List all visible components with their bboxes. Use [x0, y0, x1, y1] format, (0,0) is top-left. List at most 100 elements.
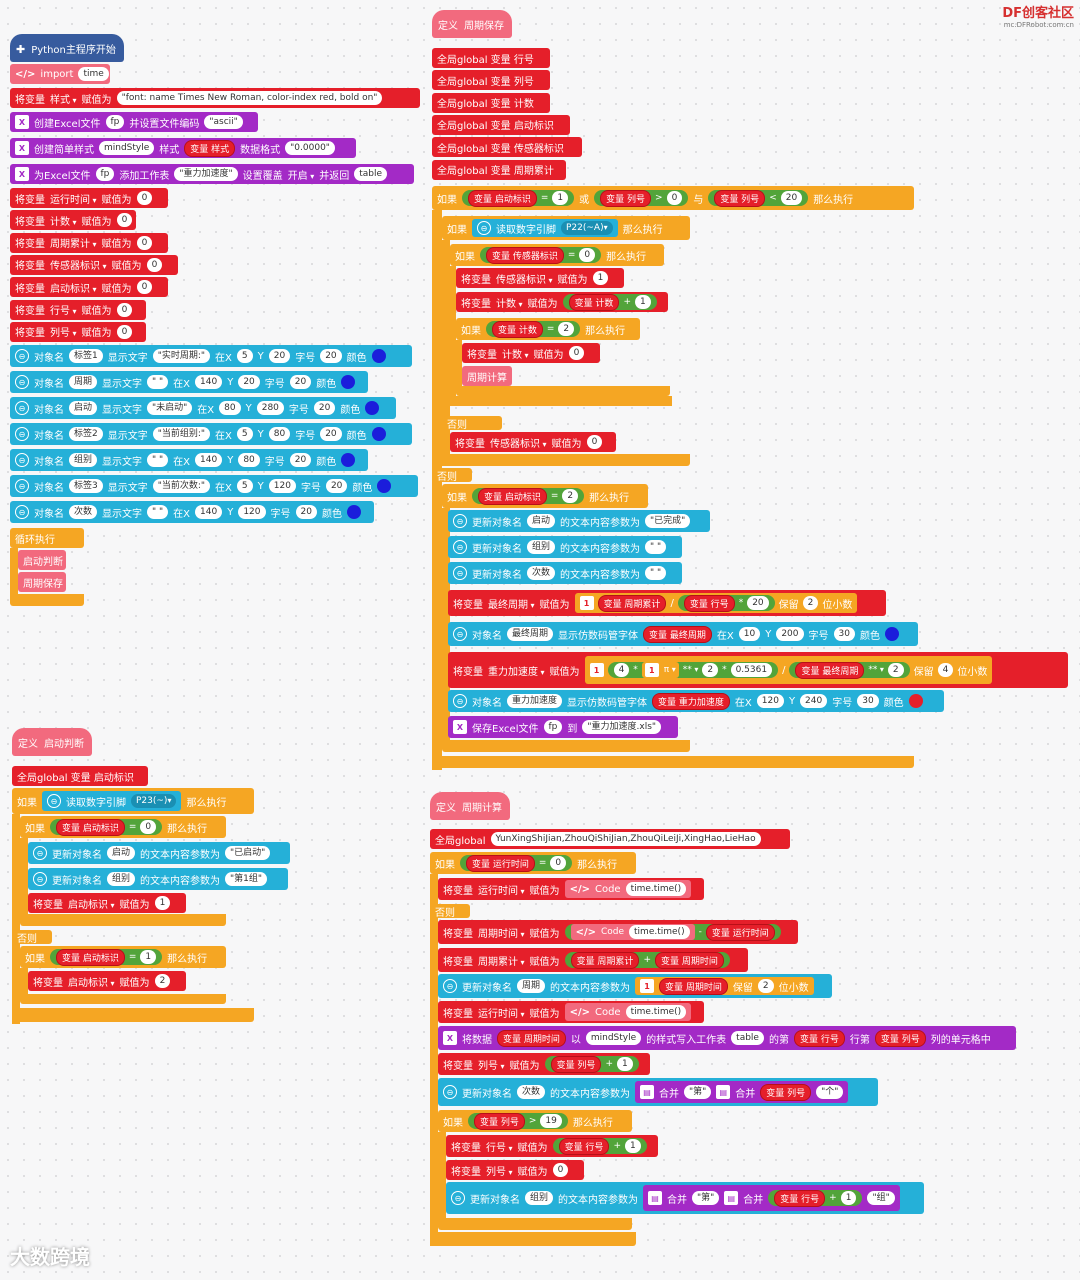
- color-swatch[interactable]: [346, 505, 361, 519]
- var-col[interactable]: 变量 列号: [474, 1112, 525, 1130]
- size-value[interactable]: 20: [313, 401, 336, 415]
- update-count-text[interactable]: ⊖ 更新对象名 次数 的文本内容参数为 ▤ 合并 "第" ▤ 合并 变量 列号 …: [438, 1078, 878, 1106]
- import-value[interactable]: time: [78, 67, 109, 81]
- text-value[interactable]: "第": [684, 1085, 712, 1099]
- color-swatch[interactable]: [365, 401, 380, 415]
- def-start-judge-hat[interactable]: 定义 启动判断: [12, 728, 92, 756]
- text-value[interactable]: " ": [147, 375, 169, 389]
- obj-name[interactable]: 次数: [517, 1085, 546, 1099]
- x-value[interactable]: 140: [195, 505, 223, 519]
- y-value[interactable]: 240: [800, 694, 828, 708]
- if-col-gt-19[interactable]: 如果 变量 列号 > 19 那么执行: [438, 1110, 632, 1132]
- num[interactable]: 0: [136, 280, 153, 295]
- obj-name[interactable]: 周期: [517, 979, 546, 993]
- var-runtime[interactable]: 变量 运行时间: [466, 854, 535, 872]
- file-name[interactable]: "重力加速度.xls": [582, 720, 662, 734]
- num[interactable]: 1: [592, 271, 609, 285]
- num[interactable]: 2: [702, 663, 719, 677]
- obj-name[interactable]: 启动: [527, 514, 556, 528]
- var-cycle-time[interactable]: 变量 周期时间: [659, 977, 728, 995]
- code-value[interactable]: time.time(): [629, 925, 690, 939]
- var-start-flag[interactable]: 变量 启动标识: [56, 818, 125, 836]
- obj-name[interactable]: 次数: [527, 566, 556, 580]
- num[interactable]: 1: [616, 1057, 633, 1071]
- num[interactable]: 0: [116, 213, 133, 228]
- if-read-pin[interactable]: 如果 ⊖ 读取数字引脚 P22(~A) 那么执行: [442, 216, 690, 240]
- assign-block[interactable]: 将变量计数赋值为 0: [10, 210, 136, 231]
- var-dropdown[interactable]: 计数: [50, 213, 77, 228]
- x-value[interactable]: 5: [236, 427, 253, 441]
- if-start-flag[interactable]: 如果 变量 启动标识 = 1 或 变量 列号 > 0 与 变量 列号 < 20 …: [432, 186, 914, 210]
- style-var[interactable]: 变量 样式: [184, 139, 236, 157]
- global-var-block[interactable]: 全局global 变量 启动标识: [432, 114, 570, 135]
- num-block[interactable]: 1: [579, 596, 594, 610]
- text-value[interactable]: "实时周期:": [152, 349, 211, 363]
- num[interactable]: 1: [840, 1191, 857, 1205]
- obj-name[interactable]: 启动: [69, 401, 98, 415]
- def-cycle-save-hat[interactable]: 定义 周期保存: [432, 10, 512, 38]
- color-swatch[interactable]: [908, 694, 923, 708]
- num[interactable]: 0: [550, 856, 567, 870]
- if-runtime-0[interactable]: 如果 变量 运行时间 = 0 那么执行: [430, 852, 636, 874]
- if-start-flag-2[interactable]: 如果 变量 启动标识 = 2 那么执行: [442, 484, 648, 508]
- fp-value[interactable]: fp: [543, 720, 563, 734]
- y-value[interactable]: 120: [268, 479, 296, 493]
- num-block[interactable]: 1: [589, 663, 604, 677]
- var-dropdown[interactable]: 列号: [478, 1057, 505, 1072]
- fp-value[interactable]: fp: [95, 167, 115, 181]
- num[interactable]: 19: [540, 1114, 562, 1128]
- x-value[interactable]: 5: [236, 479, 253, 493]
- import-block[interactable]: </> import time: [10, 64, 110, 84]
- var-cycle-sum[interactable]: 变量 周期累计: [570, 951, 640, 969]
- assign-cycle-time[interactable]: 将变量 周期时间 赋值为 </> Code time.time() - 变量 运…: [438, 920, 798, 944]
- assign-runtime-1[interactable]: 将变量 运行时间 赋值为 </> Code time.time(): [438, 878, 704, 900]
- var-cycle-time[interactable]: 变量 周期时间: [654, 951, 724, 969]
- size-value[interactable]: 20: [289, 375, 312, 389]
- fp-value[interactable]: fp: [105, 115, 125, 129]
- var-count[interactable]: 变量 计数: [568, 293, 620, 311]
- save-excel-block[interactable]: X 保存Excel文件 fp 到 "重力加速度.xls": [448, 716, 678, 738]
- global-var-block[interactable]: 全局global 变量 周期累计: [432, 159, 566, 180]
- var-dropdown[interactable]: 周期时间: [478, 925, 525, 940]
- obj-name[interactable]: 标签3: [69, 479, 103, 493]
- call-start-judge[interactable]: 启动判断: [18, 550, 66, 570]
- assign-runtime-2[interactable]: 将变量 运行时间 赋值为 </> Code time.time(): [438, 1001, 704, 1023]
- assign-gravity[interactable]: 将变量 重力加速度 赋值为 1 4 * 1 π ** 2 * 0.5361 / …: [448, 652, 1068, 688]
- size-value[interactable]: 20: [325, 479, 348, 493]
- num[interactable]: 4: [937, 663, 954, 677]
- obj-name[interactable]: 周期: [69, 375, 98, 389]
- var-dropdown[interactable]: 列号: [50, 324, 77, 339]
- main-start-hat[interactable]: ✚ Python主程序开始: [10, 34, 124, 62]
- style-name[interactable]: mindStyle: [585, 1031, 642, 1045]
- var-count[interactable]: 变量 计数: [492, 320, 543, 338]
- var-dropdown[interactable]: 传感器标识: [496, 271, 553, 286]
- size-value[interactable]: 30: [857, 694, 879, 708]
- table-name[interactable]: table: [731, 1031, 764, 1045]
- style-name[interactable]: mindStyle: [99, 141, 155, 155]
- text-value[interactable]: "第": [692, 1191, 720, 1205]
- var-dropdown[interactable]: 运行时间: [50, 191, 97, 206]
- var-dropdown[interactable]: 启动标识: [50, 280, 97, 295]
- var-dropdown[interactable]: 样式: [50, 91, 77, 106]
- var-dropdown[interactable]: 行号: [50, 302, 77, 317]
- var-dropdown[interactable]: 周期累计: [50, 235, 97, 250]
- num[interactable]: 1: [154, 896, 171, 910]
- round-block[interactable]: 1 变量 周期累计 / 变量 行号 * 20 保留 2 位小数: [574, 593, 858, 613]
- display-final-period[interactable]: ⊖ 对象名 最终周期 显示仿数码管字体 变量 最终周期 在X 10 Y 200 …: [448, 622, 918, 646]
- num[interactable]: 2: [154, 974, 171, 988]
- encoding-value[interactable]: "ascii": [204, 115, 243, 129]
- text-value[interactable]: "未启动": [147, 401, 193, 415]
- var-start-flag[interactable]: 变量 启动标识: [56, 948, 125, 966]
- var-dropdown[interactable]: 行号: [486, 1139, 513, 1154]
- call-cycle-calc[interactable]: 周期计算: [462, 366, 512, 386]
- var-start-flag[interactable]: 变量 启动标识: [478, 487, 547, 505]
- assign-row-inc[interactable]: 将变量 行号 赋值为 变量 行号 + 1: [446, 1135, 658, 1157]
- x-value[interactable]: 140: [195, 375, 223, 389]
- update-text-block[interactable]: ⊖ 更新对象名 组别 的文本内容参数为 " ": [448, 536, 682, 558]
- return-value[interactable]: table: [354, 167, 388, 181]
- num[interactable]: 4: [613, 663, 630, 677]
- color-swatch[interactable]: [377, 479, 392, 493]
- pow-dropdown[interactable]: **: [683, 665, 699, 675]
- display-text-block[interactable]: ⊖ 对象名 次数 显示文字 " " 在X 140 Y 120 字号 20 颜色: [10, 501, 374, 523]
- style-string[interactable]: "font: name Times New Roman, color-index…: [116, 91, 383, 105]
